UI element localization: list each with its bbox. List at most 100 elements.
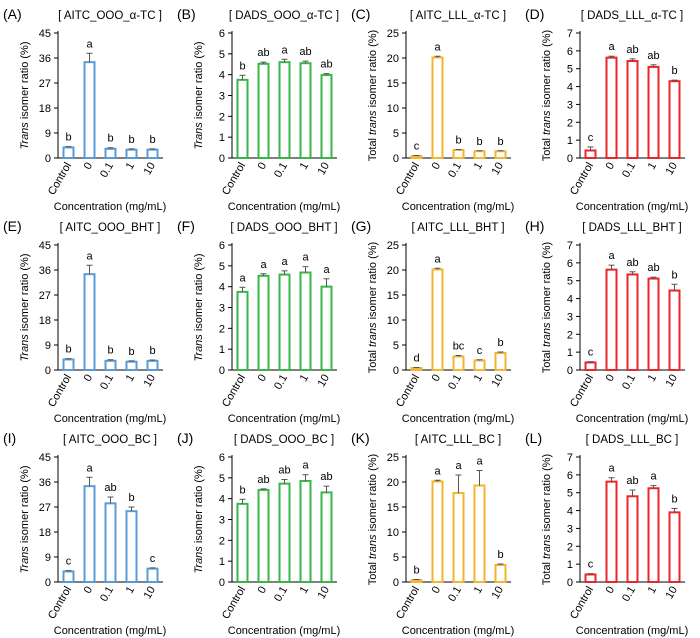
bar xyxy=(236,290,249,371)
bar xyxy=(146,567,159,584)
y-tick-label: 0 xyxy=(567,365,573,377)
y-tick-label: 20 xyxy=(387,265,399,277)
y-tick-label: 2 xyxy=(219,323,225,335)
chart-panel: (E) [ AITC_OOO_BHT ] 0 9 18 27 36 45 Trans isome… xyxy=(3,218,166,425)
y-axis-label: Total trans isomer ratio (%) xyxy=(367,30,379,161)
y-tick-label: 45 xyxy=(39,28,51,40)
y-axis-label: Total trans isomer ratio (%) xyxy=(367,242,379,373)
y-tick-label: 0 xyxy=(393,577,399,589)
category-label: Control xyxy=(46,161,74,198)
y-tick-label: 5 xyxy=(567,64,573,76)
significance-letter: ab xyxy=(626,475,638,487)
bar xyxy=(62,570,75,584)
category-label: 0 xyxy=(82,161,95,172)
y-axis-label: Trans isomer ratio (%) xyxy=(193,466,205,574)
y-axis-label-part: isomer ratio (%) xyxy=(541,30,553,111)
significance-letter: a xyxy=(476,456,483,468)
category-label: Control xyxy=(394,585,422,622)
y-tick-label: 4 xyxy=(567,294,573,306)
bar xyxy=(410,579,423,583)
panel-label: (A) xyxy=(3,6,22,22)
category-label: 0.1 xyxy=(620,585,638,604)
significance-letter: b xyxy=(476,136,482,148)
category-label: 0 xyxy=(82,585,95,596)
category-label: 1 xyxy=(124,161,137,172)
bar xyxy=(473,150,486,159)
y-axis-label-part: Total xyxy=(541,559,553,585)
category-label: 0.1 xyxy=(446,161,464,180)
x-axis-label: Concentration (mg/mL) xyxy=(54,625,167,637)
y-tick-label: 25 xyxy=(387,28,399,40)
y-axis-label-italic: trans xyxy=(541,534,553,559)
bar xyxy=(104,147,117,159)
y-tick-label: 18 xyxy=(39,315,51,327)
category-label: Control xyxy=(220,373,248,410)
bar xyxy=(104,359,117,372)
significance-letter: ab xyxy=(104,482,116,494)
bar xyxy=(299,479,312,584)
x-axis-label: Concentration (mg/mL) xyxy=(228,413,341,425)
category-label: 0.1 xyxy=(620,373,638,392)
significance-letter: a xyxy=(281,256,288,268)
y-tick-label: 18 xyxy=(39,103,51,115)
significance-letter: a xyxy=(608,41,615,53)
bar xyxy=(257,274,270,372)
category-label: 1 xyxy=(472,161,485,172)
bar xyxy=(62,358,75,372)
y-tick-label: 0 xyxy=(45,153,51,165)
category-label: Control xyxy=(394,161,422,198)
y-tick-label: 9 xyxy=(45,128,51,140)
y-tick-label: 6 xyxy=(567,258,573,270)
bar xyxy=(494,564,507,583)
category-label: 0 xyxy=(82,373,95,384)
y-axis-label-part: isomer ratio (%) xyxy=(193,42,205,123)
y-tick-label: 5 xyxy=(393,340,399,352)
bar xyxy=(647,487,660,583)
y-tick-label: 36 xyxy=(39,477,51,489)
category-label: 0.1 xyxy=(272,161,290,180)
bar xyxy=(278,273,291,372)
bar xyxy=(410,367,423,371)
significance-letter: a xyxy=(302,252,309,264)
y-tick-label: 0 xyxy=(45,577,51,589)
bar xyxy=(320,491,333,583)
chart-title: [ AITC_OOO_BHT ] xyxy=(60,222,161,234)
bar xyxy=(257,62,270,159)
y-axis-label-italic: trans xyxy=(367,110,379,135)
significance-letter: b xyxy=(497,549,503,561)
category-label: 10 xyxy=(142,585,159,602)
bar xyxy=(626,495,639,583)
y-axis-label-part: isomer ratio (%) xyxy=(541,242,553,323)
category-label: 1 xyxy=(646,585,659,596)
y-tick-label: 6 xyxy=(567,46,573,58)
bar xyxy=(668,511,681,583)
chart-panel: (H) [ DADS_LLL_BHT ] 0 1 2 3 4 5 6 7 Total trans i… xyxy=(525,218,688,425)
x-axis-label: Concentration (mg/mL) xyxy=(402,625,515,637)
significance-letter: b xyxy=(671,65,677,77)
category-label: 10 xyxy=(316,585,333,602)
bar xyxy=(494,150,507,159)
y-axis-label: Total trans isomer ratio (%) xyxy=(367,454,379,585)
bar xyxy=(668,289,681,371)
y-tick-label: 15 xyxy=(387,78,399,90)
x-axis-label: Concentration (mg/mL) xyxy=(576,201,689,213)
category-label: Control xyxy=(220,161,248,198)
category-label: 1 xyxy=(646,161,659,172)
bar xyxy=(473,359,486,371)
category-label: 0.1 xyxy=(446,373,464,392)
y-axis-label: Trans isomer ratio (%) xyxy=(193,42,205,150)
y-tick-label: 1 xyxy=(567,135,573,147)
category-label: 1 xyxy=(298,373,311,384)
chart-panel: (D) [ DADS_LLL_α-TC ] 0 1 2 3 4 5 6 7 Total trans … xyxy=(525,6,688,213)
category-label: 10 xyxy=(142,373,159,390)
significance-letter: c xyxy=(477,345,483,357)
bar xyxy=(320,285,333,371)
bar xyxy=(473,484,486,583)
chart-panel: (A) [ AITC_OOO_α-TC ] 0 9 18 27 36 45 Trans isom… xyxy=(3,6,166,213)
chart-title: [ AITC_LLL_BHT ] xyxy=(411,222,504,234)
significance-letter: b xyxy=(239,484,245,496)
category-label: 0.1 xyxy=(98,373,116,392)
y-tick-label: 3 xyxy=(567,99,573,111)
